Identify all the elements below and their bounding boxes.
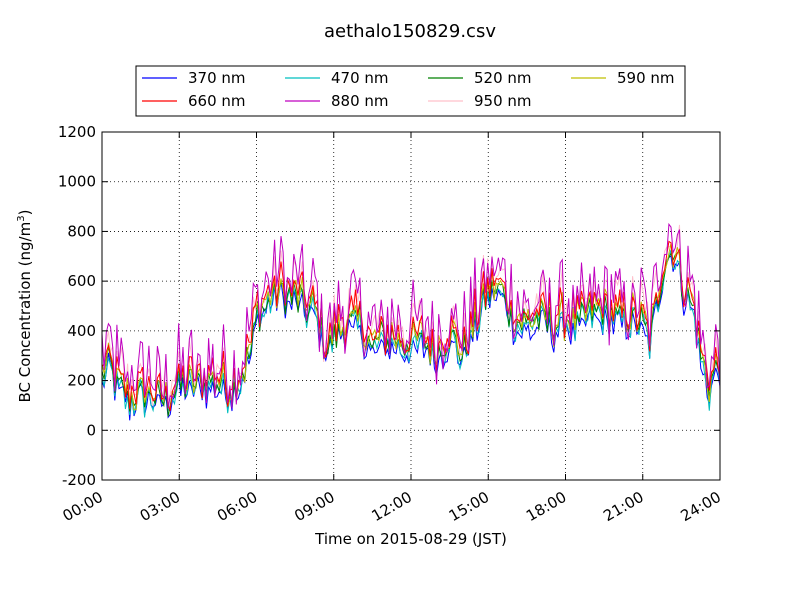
y-tick-label: 1200 [58, 123, 96, 141]
legend-label: 660 nm [188, 92, 246, 110]
legend-frame [135, 65, 686, 117]
chart-title: aethalo150829.csv [324, 21, 496, 42]
y-axis-tick-labels: -200 0 200 400 600 800 1000 1200 [58, 123, 96, 489]
legend-label: 590 nm [617, 69, 675, 87]
y-tick-label: 600 [67, 272, 96, 290]
y-axis-label-main: BC Concentration (ng/m [16, 222, 34, 403]
series-lines [102, 222, 720, 421]
y-axis-label-superscript: 3 [16, 215, 27, 221]
axis-ticks [101, 131, 721, 481]
y-tick-label: 0 [86, 421, 96, 439]
legend-label: 520 nm [474, 69, 532, 87]
y-axis-label-close: ) [16, 210, 34, 216]
legend-label: 950 nm [474, 92, 532, 110]
y-tick-label: -200 [62, 471, 96, 489]
y-tick-label: 1000 [58, 173, 96, 191]
legend-label: 370 nm [188, 69, 246, 87]
legend: 370 nm 470 nm 520 nm 590 nm 660 nm 880 nm 950 … [135, 65, 686, 117]
series-line [102, 222, 720, 409]
y-tick-label: 800 [67, 222, 96, 240]
y-axis-label: BC Concentration (ng/m3) [16, 210, 34, 403]
legend-label: 880 nm [331, 92, 389, 110]
y-tick-label: 200 [67, 372, 96, 390]
x-axis-label: Time on 2015-08-29 (JST) [314, 530, 507, 548]
legend-label: 470 nm [331, 69, 389, 87]
series-line [102, 249, 720, 418]
y-tick-label: 400 [67, 322, 96, 340]
